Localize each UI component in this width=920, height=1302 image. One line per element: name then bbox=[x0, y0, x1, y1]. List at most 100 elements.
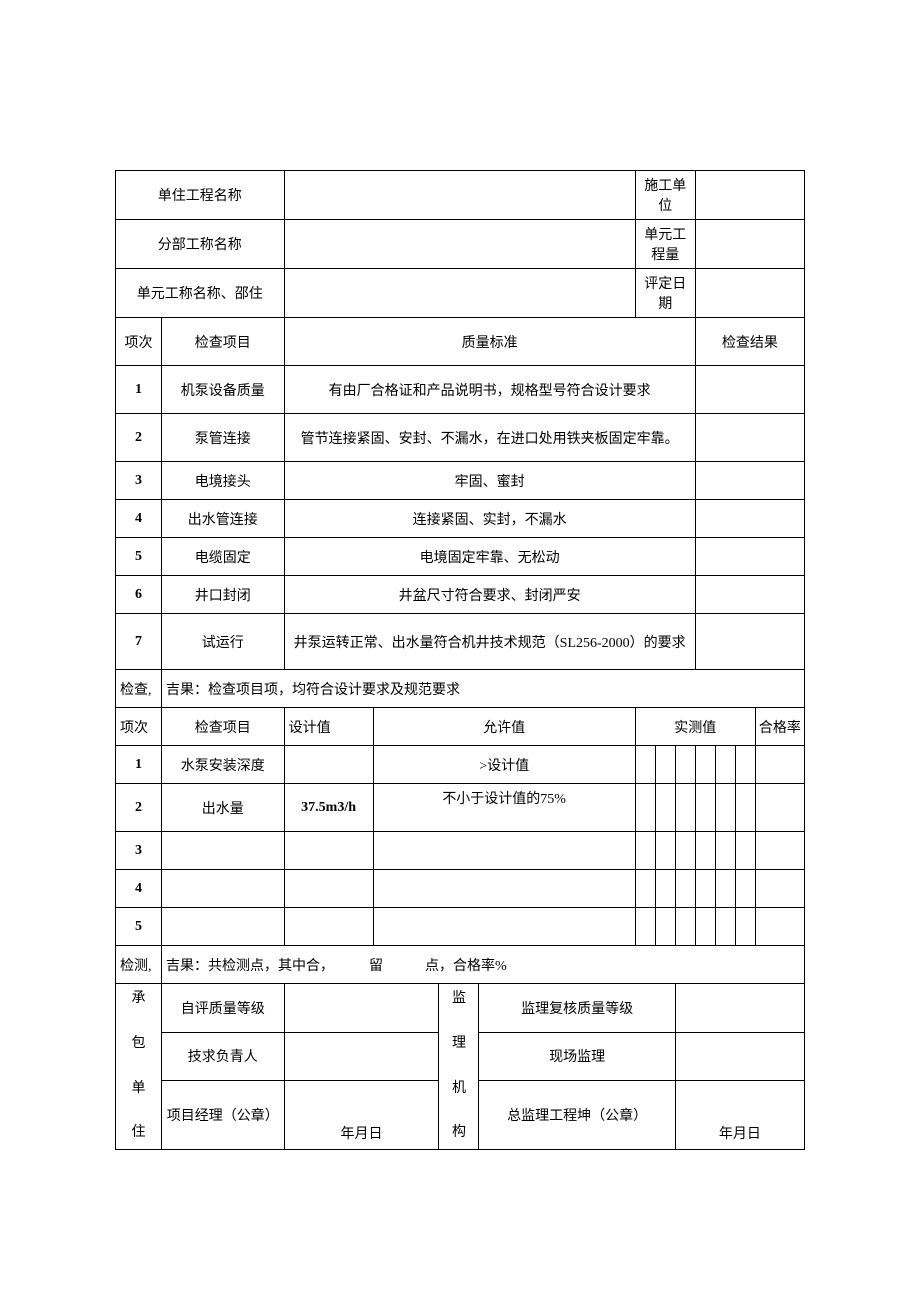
s2-m4-4 bbox=[695, 870, 715, 908]
s2-design-3 bbox=[284, 832, 373, 870]
label-subproject: 分部工称名称 bbox=[116, 220, 285, 269]
s2-m2-4 bbox=[655, 870, 675, 908]
s2-col1: 项次 bbox=[116, 708, 162, 746]
section2-header: 项次 检查项目 设计值 允许值 实测值 合格率 bbox=[116, 708, 805, 746]
chief-supervisor-date: 年月日 bbox=[675, 1081, 804, 1150]
col-check-result: 检查结果 bbox=[695, 318, 804, 366]
s2-design-1 bbox=[284, 746, 373, 784]
detect-summary-row: 检测, 吉果：共检测点，其中合， 留 点，合格率% bbox=[116, 946, 805, 984]
s2-m2-5 bbox=[655, 908, 675, 946]
s1-std-5: 电境固定牢靠、无松动 bbox=[284, 538, 695, 576]
s2-m6-2 bbox=[735, 784, 755, 832]
s2-m1-5 bbox=[635, 908, 655, 946]
footer-row-1: 承 包 单 住 自评质量等级 监 理 机 构 监理复核质量等级 bbox=[116, 984, 805, 1033]
value-unit-quantity bbox=[695, 220, 804, 269]
s1-item-3: 电境接头 bbox=[162, 462, 285, 500]
s2-m2-2 bbox=[655, 784, 675, 832]
s1-n-1: 1 bbox=[116, 366, 162, 414]
tech-lead-label: 技求负青人 bbox=[162, 1032, 285, 1081]
s2-item-4 bbox=[162, 870, 285, 908]
header-row-2: 分部工称名称 单元工程量 bbox=[116, 220, 805, 269]
label-unit-name: 单元工称名称、邵住 bbox=[116, 269, 285, 318]
s2-allow-1: >设计值 bbox=[373, 746, 635, 784]
value-unit-project bbox=[284, 171, 635, 220]
label-eval-date: 评定日期 bbox=[635, 269, 695, 318]
s2-m5-5 bbox=[715, 908, 735, 946]
s1-item-1: 机泵设备质量 bbox=[162, 366, 285, 414]
s2-design-2: 37.5m3/h bbox=[284, 784, 373, 832]
col-check-item: 检查项目 bbox=[162, 318, 285, 366]
s1-item-4: 出水管连接 bbox=[162, 500, 285, 538]
s1-res-1 bbox=[695, 366, 804, 414]
s2-n-5: 5 bbox=[116, 908, 162, 946]
s1-row-2: 2 泵管连接 管节连接紧固、安封、不漏水，在进口处用铁夹板固定牢靠。 bbox=[116, 414, 805, 462]
s2-m4-2 bbox=[695, 784, 715, 832]
s1-n-6: 6 bbox=[116, 576, 162, 614]
s2-m6-1 bbox=[735, 746, 755, 784]
self-eval-label: 自评质量等级 bbox=[162, 984, 285, 1033]
detect-summary-text: 吉果：共检测点，其中合， 留 点，合格率% bbox=[162, 946, 805, 984]
s2-allow-3 bbox=[373, 832, 635, 870]
s2-col2: 检查项目 bbox=[162, 708, 285, 746]
inspection-form-table: 单住工程名称 施工单位 分部工称名称 单元工程量 单元工称名称、邵住 评定日期 … bbox=[115, 170, 805, 1150]
s1-item-5: 电缆固定 bbox=[162, 538, 285, 576]
s2-allow-4 bbox=[373, 870, 635, 908]
s1-row-1: 1 机泵设备质量 有由厂合格证和产品说明书，规格型号符合设计要求 bbox=[116, 366, 805, 414]
review-level-label: 监理复核质量等级 bbox=[479, 984, 675, 1033]
s1-row-6: 6 井口封闭 井盆尺寸符合要求、封闭严安 bbox=[116, 576, 805, 614]
header-row-1: 单住工程名称 施工单位 bbox=[116, 171, 805, 220]
s1-n-3: 3 bbox=[116, 462, 162, 500]
site-supervisor-value bbox=[675, 1032, 804, 1081]
s2-row-1: 1 水泵安装深度 >设计值 bbox=[116, 746, 805, 784]
s1-std-3: 牢固、蜜封 bbox=[284, 462, 695, 500]
s2-col3: 设计值 bbox=[284, 708, 373, 746]
s2-m4-3 bbox=[695, 832, 715, 870]
review-level-value bbox=[675, 984, 804, 1033]
s2-m3-1 bbox=[675, 746, 695, 784]
s2-m3-3 bbox=[675, 832, 695, 870]
s1-item-6: 井口封闭 bbox=[162, 576, 285, 614]
site-supervisor-label: 现场监理 bbox=[479, 1032, 675, 1081]
s2-rate-2 bbox=[755, 784, 804, 832]
s2-m3-5 bbox=[675, 908, 695, 946]
s2-m6-4 bbox=[735, 870, 755, 908]
col-quality-std: 质量标准 bbox=[284, 318, 695, 366]
s1-row-3: 3 电境接头 牢固、蜜封 bbox=[116, 462, 805, 500]
chief-supervisor-label: 总监理工程坤（公章） bbox=[479, 1081, 675, 1150]
s2-col5: 实测值 bbox=[635, 708, 755, 746]
col-seq: 项次 bbox=[116, 318, 162, 366]
check-summary-row: 检查, 吉果：检查项目项，均符合设计要求及规范要求 bbox=[116, 670, 805, 708]
contractor-unit-label: 承 包 单 住 bbox=[116, 984, 162, 1150]
check-summary-label: 检查, bbox=[116, 670, 162, 708]
s1-res-4 bbox=[695, 500, 804, 538]
s2-n-1: 1 bbox=[116, 746, 162, 784]
s1-std-4: 连接紧固、实封，不漏水 bbox=[284, 500, 695, 538]
s1-item-7: 试运行 bbox=[162, 614, 285, 670]
label-construction-unit: 施工单位 bbox=[635, 171, 695, 220]
tech-lead-value bbox=[284, 1032, 439, 1081]
s2-m5-1 bbox=[715, 746, 735, 784]
section1-header: 项次 检查项目 质量标准 检查结果 bbox=[116, 318, 805, 366]
detect-summary-label: 检测, bbox=[116, 946, 162, 984]
s2-row-5: 5 bbox=[116, 908, 805, 946]
s1-n-5: 5 bbox=[116, 538, 162, 576]
value-eval-date bbox=[695, 269, 804, 318]
s2-m3-2 bbox=[675, 784, 695, 832]
s1-res-5 bbox=[695, 538, 804, 576]
s1-std-1: 有由厂合格证和产品说明书，规格型号符合设计要求 bbox=[284, 366, 695, 414]
supervisor-unit-label: 监 理 机 构 bbox=[439, 984, 479, 1150]
s2-rate-1 bbox=[755, 746, 804, 784]
s2-row-2: 2 出水量 37.5m3/h 不小于设计值的75% bbox=[116, 784, 805, 832]
s2-item-1: 水泵安装深度 bbox=[162, 746, 285, 784]
s1-res-2 bbox=[695, 414, 804, 462]
s2-m6-3 bbox=[735, 832, 755, 870]
s2-n-4: 4 bbox=[116, 870, 162, 908]
s1-n-7: 7 bbox=[116, 614, 162, 670]
s2-m4-5 bbox=[695, 908, 715, 946]
s2-m6-5 bbox=[735, 908, 755, 946]
s1-std-6: 井盆尺寸符合要求、封闭严安 bbox=[284, 576, 695, 614]
s1-row-7: 7 试运行 井泵运转正常、出水量符合机井技术规范（SL256-2000）的要求 bbox=[116, 614, 805, 670]
s2-n-3: 3 bbox=[116, 832, 162, 870]
s1-res-3 bbox=[695, 462, 804, 500]
value-construction-unit bbox=[695, 171, 804, 220]
